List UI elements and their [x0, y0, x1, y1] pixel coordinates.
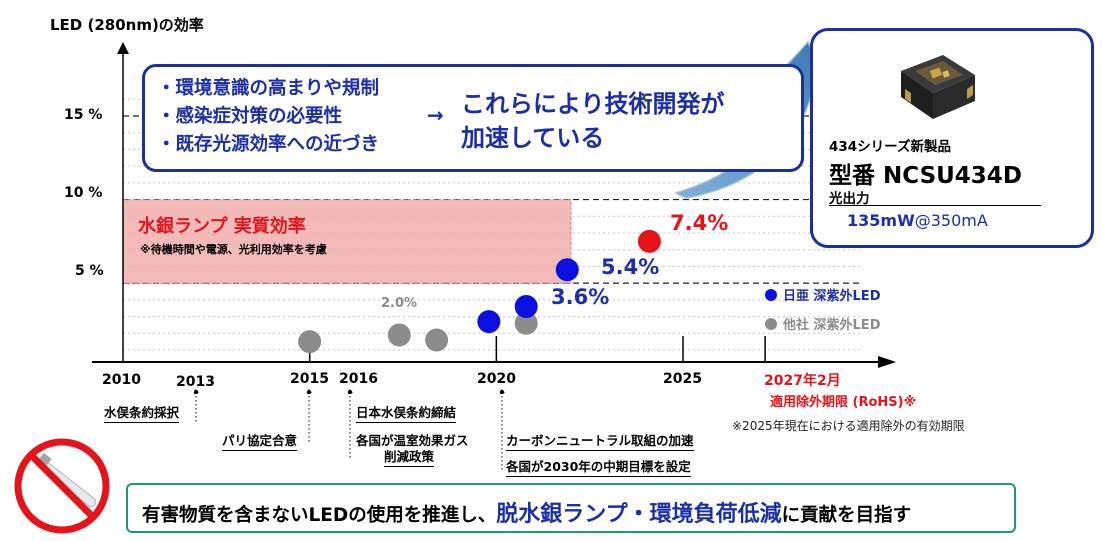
y-tick-10: 10 % [64, 185, 103, 201]
mercury-band-label: 水銀ランプ 実質効率 [138, 216, 306, 237]
product-divider [829, 205, 1041, 206]
data-label-7-4: 7.4% [670, 211, 729, 235]
other-maker-point [514, 311, 538, 335]
tl-2020-dot [499, 389, 505, 395]
x-tick-2015: 2015 [290, 371, 329, 387]
output-spec: 135mW@350mA [847, 211, 988, 230]
output-label: 光出力 [829, 191, 870, 207]
x-tick-2020: 2020 [477, 371, 516, 387]
mercury-band-note: ※待機時間や電源、光利用効率を考慮 [140, 243, 327, 256]
event-paris-agreement: パリ協定合意 [222, 430, 298, 451]
event-minamata-adopted: 水俣条約採択 [104, 402, 180, 423]
legend-others-label: 他社 深紫外LED [783, 318, 881, 333]
legend-others-dot [765, 318, 777, 330]
y-tick-15: 15 % [64, 107, 103, 123]
x-tick-2010: 2010 [102, 372, 141, 388]
led-package-image [901, 55, 975, 119]
event-2030-targets: 各国が2030年の中期目標を設定 [506, 456, 691, 477]
bottom-message: 有害物質を含まないLEDの使用を推進し、脱水銀ランプ・環境負荷低減に貢献を目指す [126, 483, 1016, 533]
x-axis-arrowhead [878, 356, 896, 368]
tl-2013-dot [193, 389, 199, 395]
product-model: 型番 NCSU434D [829, 163, 1022, 189]
result-text: これらにより技術開発が 加速している [461, 87, 725, 155]
tl-2015-dot [306, 389, 312, 395]
legend-others: 他社 深紫外LED [765, 314, 880, 333]
product-card: 434シリーズ新製品 型番 NCSU434D 光出力 135mW@350mA [810, 28, 1094, 248]
nichia-point [477, 310, 501, 334]
rohs-note: ※2025年現在における適用除外の有効期限 [732, 419, 965, 433]
legend-nichia-dot [765, 289, 777, 301]
chart-title: LED (280nm)の効率 [50, 16, 204, 34]
y-tick-5: 5 % [75, 263, 104, 279]
product-series: 434シリーズ新製品 [829, 139, 952, 155]
drivers-callout: ・環境意識の高まりや規制 ・感染症対策の必要性 ・既存光源効率への近づき → こ… [142, 64, 804, 172]
x-tick-2016: 2016 [339, 371, 378, 387]
data-label-3-6: 3.6% [551, 285, 610, 309]
no-mercury-lamp-icon [14, 438, 110, 534]
x-tick-2013: 2013 [176, 374, 215, 390]
result-line: 加速している [461, 124, 605, 152]
nichia-point [514, 295, 538, 319]
event-ghg-policy-2: 削減政策 [384, 446, 435, 467]
nichia-point [555, 258, 579, 282]
result-line: これらにより技術開発が [461, 90, 725, 118]
other-maker-point [425, 328, 449, 352]
other-maker-point [387, 323, 411, 347]
reason-item: ・既存光源効率への近づき [157, 134, 380, 155]
event-ghg-policy-1: 各国が温室効果ガス [356, 433, 469, 448]
legend-nichia-label: 日亜 深紫外LED [783, 289, 881, 304]
event-japan-minamata: 日本水俣条約締結 [356, 402, 457, 423]
other-maker-point [298, 330, 322, 354]
new-product-point [637, 229, 661, 253]
x-tick-2025: 2025 [663, 371, 702, 387]
bottom-highlight: 脱水銀ランプ・環境負荷低減 [496, 502, 782, 527]
reasons-list: ・環境意識の高まりや規制 ・感染症対策の必要性 ・既存光源効率への近づき [157, 75, 379, 159]
output-condition: @350mA [914, 211, 988, 230]
bottom-message-text: 有害物質を含まないLEDの使用を推進し、脱水銀ランプ・環境負荷低減に貢献を目指す [142, 496, 911, 528]
bottom-suffix: に貢献を目指す [781, 505, 912, 526]
event-carbon-neutral: カーボンニュートラル取組の加速 [506, 430, 694, 451]
output-value: 135mW [847, 211, 915, 230]
x-tick-2027: 2027年2月 [764, 373, 841, 389]
reason-item: ・感染症対策の必要性 [157, 106, 343, 127]
rohs-deadline: 適用除外期限 (RoHS)※ [770, 395, 917, 410]
data-label-5-4: 5.4% [601, 255, 660, 279]
y-axis-arrowhead [117, 42, 129, 54]
data-label-2-0: 2.0% [381, 296, 418, 311]
legend-nichia: 日亜 深紫外LED [765, 285, 880, 304]
bottom-prefix: 有害物質を含まないLEDの使用を推進し、 [142, 505, 497, 526]
tl-2016-dot [347, 389, 353, 395]
right-arrow-icon: → [427, 103, 444, 127]
reason-item: ・環境意識の高まりや規制 [157, 78, 380, 99]
